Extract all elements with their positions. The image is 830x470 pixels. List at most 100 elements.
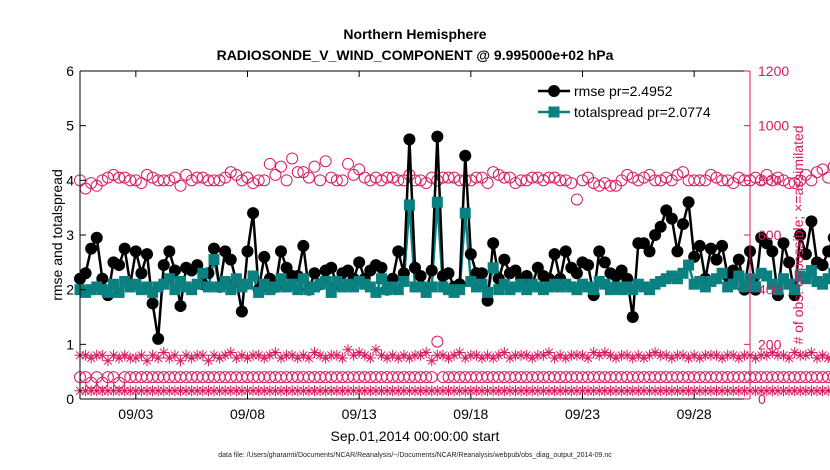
- data-file-footnote: data file: /Users/gharamti/Documents/NCA…: [218, 452, 612, 459]
- assimilated-obs-point: [465, 385, 477, 397]
- y-tick-label-right: 0: [758, 391, 766, 407]
- assimilated-obs-point: [549, 385, 561, 397]
- assimilated-obs-point: [381, 352, 393, 364]
- totalspread-point: [359, 278, 371, 290]
- totalspread-point: [297, 273, 309, 285]
- totalspread-point: [163, 273, 175, 285]
- assimilated-obs-point: [604, 349, 616, 361]
- y-tick-label-right: 1000: [758, 118, 789, 134]
- totalspread-point: [180, 281, 192, 293]
- assimilated-obs-point: [504, 352, 516, 364]
- assimilated-obs-point: [616, 349, 628, 361]
- rmse-point: [799, 248, 812, 261]
- possible-obs-point: [721, 174, 734, 187]
- totalspread-point: [459, 207, 471, 219]
- rmse-point: [152, 332, 165, 345]
- y-tick-label-left: 1: [66, 336, 74, 352]
- rmse-point: [643, 245, 656, 258]
- rmse-point: [224, 253, 237, 266]
- possible-obs-point: [375, 174, 388, 187]
- assimilated-obs-point: [163, 385, 175, 397]
- assimilated-obs-point: [772, 349, 784, 361]
- assimilated-obs-point: [671, 349, 683, 361]
- totalspread-point: [353, 275, 365, 287]
- rmse-point: [353, 256, 366, 269]
- assimilated-obs-point: [113, 385, 125, 397]
- possible-obs-point: [637, 171, 650, 184]
- assimilated-obs-point: [292, 352, 304, 364]
- possible-obs-point: [693, 174, 706, 187]
- assimilated-obs-point: [152, 352, 164, 364]
- possible-obs-point: [135, 177, 148, 190]
- possible-obs-point: [124, 174, 137, 187]
- possible-obs-point: [280, 174, 293, 187]
- chart-title-line2: RADIOSONDE_V_WIND_COMPONENT @ 9.995000e+…: [217, 47, 614, 63]
- assimilated-obs-point: [186, 385, 198, 397]
- possible-obs-point: [291, 166, 304, 179]
- assimilated-obs-point: [616, 385, 628, 397]
- possible-obs-point: [822, 371, 830, 384]
- assimilated-obs-point: [309, 347, 320, 359]
- assimilated-obs-point: [621, 349, 633, 361]
- assimilated-obs-point: [660, 349, 672, 361]
- assimilated-obs-point: [638, 385, 650, 397]
- possible-obs-point: [598, 177, 611, 190]
- assimilated-obs-point: [454, 347, 466, 359]
- possible-obs-point: [827, 372, 830, 382]
- rmse-point: [79, 267, 92, 280]
- assimilated-obs-point: [91, 385, 103, 397]
- assimilated-obs-point: [515, 349, 527, 361]
- assimilated-obs-point: [593, 349, 605, 361]
- assimilated-obs-point: [214, 385, 226, 397]
- totalspread-point: [448, 286, 460, 298]
- assimilated-obs-point: [588, 385, 600, 397]
- totalspread-point: [800, 273, 812, 285]
- rmse-point: [783, 256, 796, 269]
- assimilated-obs-point: [102, 385, 114, 397]
- possible-obs-point: [498, 171, 511, 184]
- totalspread-point: [560, 278, 572, 290]
- rmse-point: [146, 297, 159, 310]
- possible-obs-point: [213, 174, 226, 187]
- rmse-point: [241, 245, 254, 258]
- totalspread-point: [504, 284, 516, 296]
- totalspread-point: [593, 275, 605, 287]
- assimilated-obs-point: [309, 385, 320, 397]
- rmse-point: [682, 196, 695, 209]
- assimilated-obs-point: [627, 385, 639, 397]
- assimilated-obs-point: [794, 385, 806, 397]
- x-tick-label: 09/08: [230, 406, 265, 422]
- legend-spread-label: totalspread pr=2.0774: [574, 104, 711, 120]
- assimilated-obs-point: [632, 349, 644, 361]
- assimilated-obs-point: [577, 385, 588, 397]
- assimilated-obs-point: [727, 385, 739, 397]
- totalspread-point: [733, 270, 745, 282]
- possible-obs-point: [783, 177, 796, 190]
- assimilated-obs-point: [85, 385, 97, 397]
- assimilated-obs-point: [281, 385, 293, 397]
- assimilated-obs-point: [699, 385, 711, 397]
- totalspread-point: [722, 281, 734, 293]
- totalspread-point: [102, 286, 114, 298]
- rmse-point: [704, 242, 717, 255]
- x-tick-label: 09/03: [118, 406, 153, 422]
- totalspread-point: [96, 284, 108, 296]
- possible-obs-point: [325, 171, 338, 184]
- totalspread-point: [202, 281, 214, 293]
- assimilated-obs-point: [431, 349, 443, 361]
- assimilated-obs-point: [130, 385, 142, 397]
- totalspread-point: [627, 284, 639, 296]
- assimilated-obs-point: [794, 349, 806, 361]
- assimilated-obs-point: [515, 385, 527, 397]
- assimilated-obs-point: [186, 352, 198, 364]
- assimilated-obs-point: [521, 385, 533, 397]
- assimilated-obs-point: [470, 349, 482, 361]
- assimilated-obs-point: [336, 352, 348, 364]
- totalspread-point: [314, 278, 326, 290]
- assimilated-obs-point: [655, 385, 667, 397]
- rmse-point: [816, 259, 829, 272]
- assimilated-obs-point: [498, 385, 510, 397]
- assimilated-obs-point: [482, 385, 494, 397]
- totalspread-point: [794, 270, 806, 282]
- assimilated-obs-point: [543, 385, 555, 397]
